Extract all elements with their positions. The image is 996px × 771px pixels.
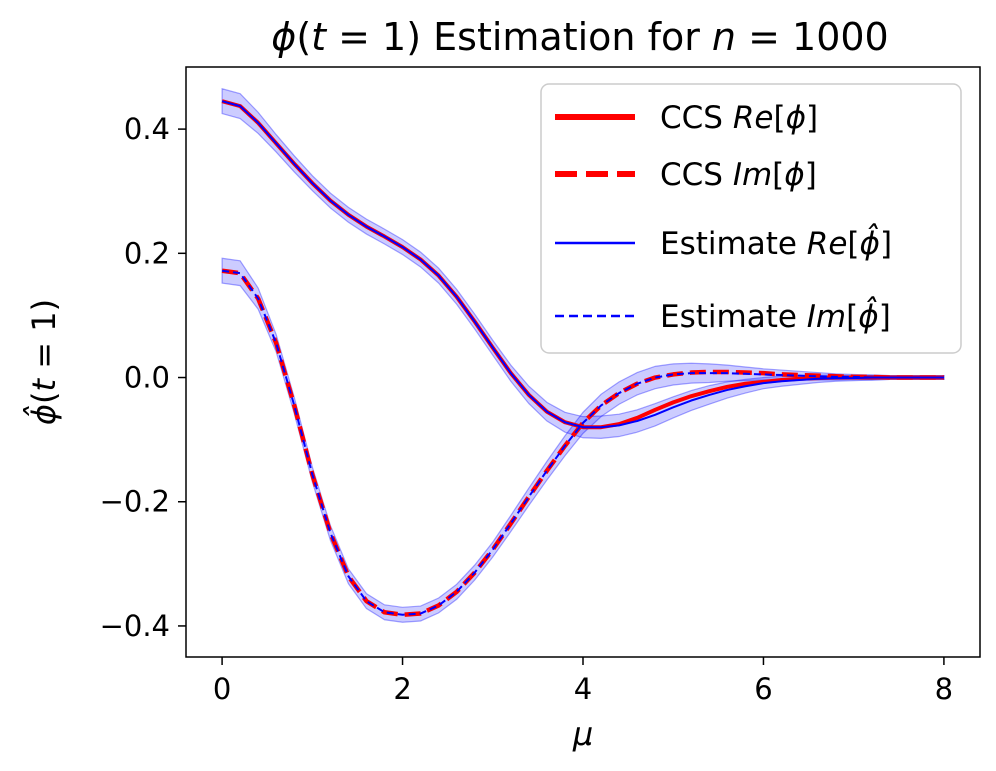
series-estimate-im	[221, 269, 944, 616]
y-tick-label: −0.4	[100, 609, 170, 643]
legend-label-est-re: Estimate Re[ϕ̂]	[660, 223, 892, 262]
chart-title: ϕ(t = 1) Estimation for n = 1000	[271, 15, 888, 59]
plot-area	[221, 87, 945, 623]
y-tick-label: 0.0	[124, 361, 170, 395]
x-tick-label: 2	[393, 672, 411, 706]
x-tick-label: 4	[574, 672, 592, 706]
x-tick-label: 8	[935, 672, 953, 706]
legend-label-ccs-im: CCS Im[ϕ]	[660, 157, 817, 193]
ticks: 0 2 4 6 8 −0.4 −0.2 0.0 0.2 0.4	[100, 112, 954, 706]
legend-label-est-im: Estimate Im[ϕ̂]	[660, 296, 891, 335]
y-tick-label: 0.2	[124, 236, 170, 270]
y-tick-label: −0.2	[100, 485, 170, 519]
legend: CCS Re[ϕ] CCS Im[ϕ] Estimate Re[ϕ̂] Esti…	[540, 83, 962, 354]
y-axis-label: ϕ̂(t = 1)	[23, 299, 63, 425]
x-axis-label: μ	[572, 715, 593, 753]
series-estimate-re	[221, 100, 944, 429]
x-tick-label: 6	[754, 672, 772, 706]
legend-box	[540, 83, 962, 354]
series-ccs-im	[221, 268, 944, 618]
x-tick-label: 0	[213, 672, 231, 706]
legend-label-ccs-re: CCS Re[ϕ]	[660, 100, 818, 136]
y-tick-label: 0.4	[124, 112, 170, 146]
